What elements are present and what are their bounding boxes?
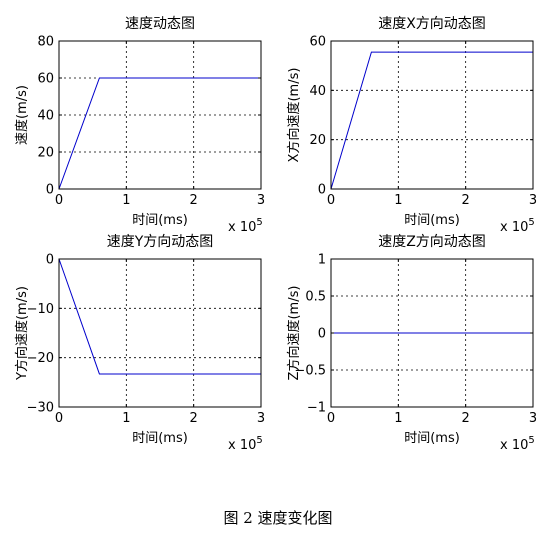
x-axis-label: 时间(ms) xyxy=(132,431,188,446)
y-tick-label: 40 xyxy=(37,109,54,124)
x-tick-label: 0 xyxy=(55,193,63,208)
y-axis-label: Z方向速度(m/s) xyxy=(286,286,302,381)
y-axis-label: Y方向速度(m/s) xyxy=(14,286,30,381)
chart-title: 速度Z方向动态图 xyxy=(378,234,486,250)
y-tick-label: 1 xyxy=(318,253,326,268)
x-tick-label: 3 xyxy=(257,193,265,208)
plot-area xyxy=(59,259,261,407)
axes-frame xyxy=(330,40,534,190)
y-tick-label: 20 xyxy=(309,133,326,148)
y-tick-label: −30 xyxy=(27,401,54,416)
y-tick-label: 20 xyxy=(37,146,54,161)
x-axis-exponent: x 105 xyxy=(500,217,535,235)
y-tick-label: 0 xyxy=(46,253,54,268)
y-tick-label: −1 xyxy=(307,401,326,416)
exponent-base: x 10 xyxy=(500,438,528,453)
chart-title: 速度X方向动态图 xyxy=(378,16,486,32)
x-tick-label: 3 xyxy=(257,411,265,426)
y-tick-label: 0 xyxy=(318,183,326,198)
x-tick-label: 2 xyxy=(190,411,198,426)
x-tick-label: 2 xyxy=(462,193,470,208)
series-line xyxy=(330,51,533,190)
plot-area xyxy=(331,41,533,189)
axes-frame xyxy=(58,258,262,408)
x-tick-label: 3 xyxy=(529,411,537,426)
x-tick-label: 3 xyxy=(529,193,537,208)
series-line xyxy=(58,77,261,190)
x-tick-label: 1 xyxy=(122,411,130,426)
y-tick-label: 0.5 xyxy=(305,290,326,305)
x-axis-label: 时间(ms) xyxy=(404,213,460,228)
x-axis-exponent: x 105 xyxy=(228,217,263,235)
series-line xyxy=(58,258,261,375)
chart-title: 速度Y方向动态图 xyxy=(107,234,214,250)
x-tick-label: 1 xyxy=(122,193,130,208)
chart-title: 速度动态图 xyxy=(125,16,195,32)
exponent-power: 5 xyxy=(256,217,262,228)
figure-caption: 图 2 速度变化图 xyxy=(223,509,332,527)
exponent-base: x 10 xyxy=(500,220,528,235)
exponent-base: x 10 xyxy=(228,220,256,235)
y-tick-label: 0 xyxy=(318,327,326,342)
y-tick-label: 0 xyxy=(46,183,54,198)
exponent-base: x 10 xyxy=(228,438,256,453)
y-tick-label: 80 xyxy=(37,35,54,50)
y-tick-label: −10 xyxy=(27,302,54,317)
exponent-power: 5 xyxy=(528,217,534,228)
x-axis-exponent: x 105 xyxy=(500,435,535,453)
x-tick-label: 0 xyxy=(327,193,335,208)
x-tick-label: 2 xyxy=(190,193,198,208)
exponent-power: 5 xyxy=(528,435,534,446)
y-tick-label: 60 xyxy=(37,72,54,87)
y-tick-label: 40 xyxy=(309,84,326,99)
x-axis-exponent: x 105 xyxy=(228,435,263,453)
x-tick-label: 1 xyxy=(394,411,402,426)
x-tick-label: 1 xyxy=(394,193,402,208)
y-tick-label: −0.5 xyxy=(294,364,326,379)
x-axis-label: 时间(ms) xyxy=(404,431,460,446)
y-axis-label: 速度(m/s) xyxy=(14,85,30,145)
exponent-power: 5 xyxy=(256,435,262,446)
y-tick-label: −20 xyxy=(27,351,54,366)
y-axis-label: X方向速度(m/s) xyxy=(286,68,302,163)
y-tick-label: 60 xyxy=(309,35,326,50)
x-tick-label: 0 xyxy=(55,411,63,426)
x-tick-label: 0 xyxy=(327,411,335,426)
x-tick-label: 2 xyxy=(462,411,470,426)
x-axis-label: 时间(ms) xyxy=(132,213,188,228)
